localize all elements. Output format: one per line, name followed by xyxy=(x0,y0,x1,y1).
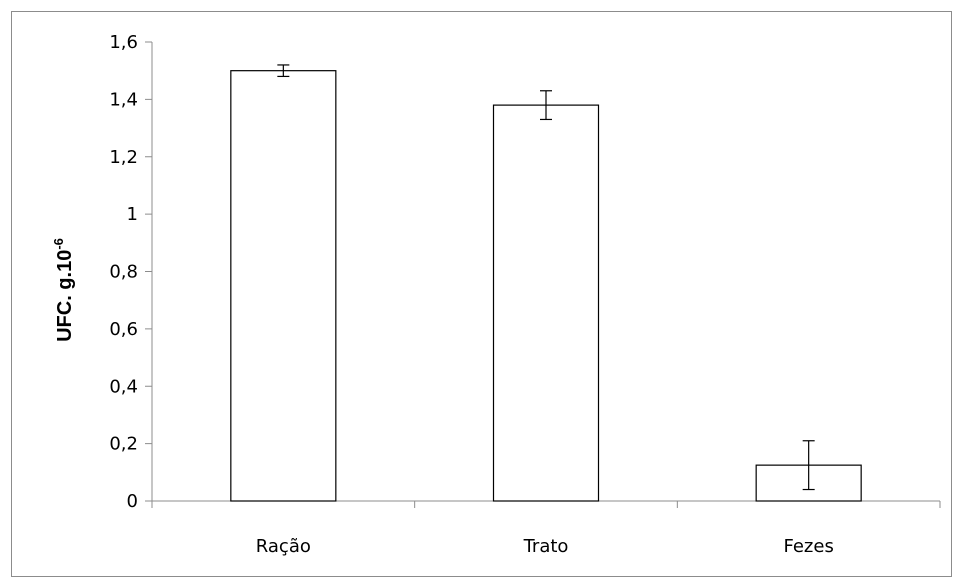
y-tick-label: 1,6 xyxy=(109,32,138,53)
y-tick-label: 0,4 xyxy=(109,376,138,397)
x-category-label: Ração xyxy=(256,536,311,557)
y-tick-labels: 0 0,2 0,4 0,6 0,8 1 1,2 1,4 1,6 xyxy=(109,32,138,512)
x-category-labels: Ração Trato Fezes xyxy=(256,536,834,557)
y-axis-label-superscript: -6 xyxy=(51,238,66,250)
y-tick-label: 1,2 xyxy=(109,147,138,168)
bar xyxy=(492,104,600,502)
y-tick-label: 1,4 xyxy=(109,89,138,110)
error-bars xyxy=(277,64,815,491)
bar xyxy=(230,70,337,502)
y-axis-label: UFC. g.10-6 xyxy=(51,238,76,342)
y-tick-label: 0,2 xyxy=(109,434,138,455)
y-tick-label: 0,6 xyxy=(109,319,138,340)
x-category-label: Fezes xyxy=(783,536,833,557)
y-tick-label: 0 xyxy=(127,491,138,512)
y-axis-label-text: UFC. g.10 xyxy=(54,250,76,342)
bars xyxy=(230,70,862,502)
y-tick-label: 1 xyxy=(127,204,138,225)
y-tick-label: 0,8 xyxy=(109,262,138,283)
x-category-label: Trato xyxy=(523,536,569,557)
